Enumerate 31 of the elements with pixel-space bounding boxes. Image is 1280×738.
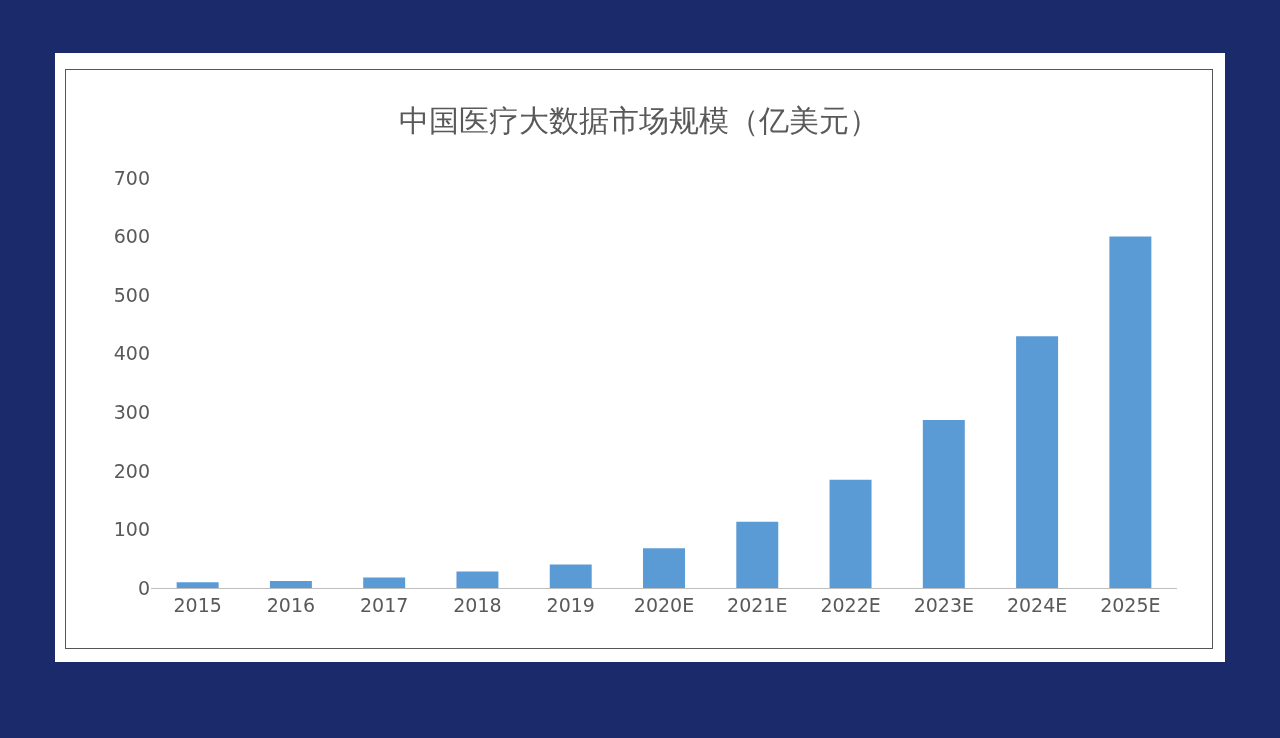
x-tick-label: 2020E bbox=[633, 593, 695, 616]
bar bbox=[1109, 236, 1152, 588]
y-tick-label: 300 bbox=[113, 400, 150, 423]
y-tick-label: 500 bbox=[113, 283, 150, 306]
x-tick-label: 2016 bbox=[266, 593, 316, 616]
x-tick-label: 2024E bbox=[1006, 593, 1068, 616]
x-tick-label: 2023E bbox=[913, 593, 974, 616]
x-tick-label: 2018 bbox=[453, 593, 502, 616]
bar bbox=[922, 419, 965, 588]
y-tick-label: 400 bbox=[113, 342, 150, 365]
bar bbox=[456, 571, 499, 588]
x-tick-label: 2017 bbox=[360, 593, 409, 616]
x-tick-label: 2015 bbox=[173, 593, 222, 616]
y-tick-label: 0 bbox=[137, 576, 150, 599]
bar bbox=[643, 548, 685, 588]
y-tick-label: 200 bbox=[113, 459, 150, 482]
bar bbox=[176, 582, 219, 588]
bar bbox=[736, 521, 779, 588]
bar bbox=[549, 564, 592, 588]
y-tick-label: 100 bbox=[113, 518, 150, 541]
chart-title: 中国医疗大数据市场规模（亿美元） bbox=[399, 103, 879, 139]
x-tick-label: 2025E bbox=[1100, 593, 1161, 616]
x-tick-label: 2022E bbox=[820, 593, 881, 616]
y-tick-label: 700 bbox=[113, 166, 150, 189]
bar bbox=[269, 580, 312, 588]
x-tick-label: 2021E bbox=[727, 593, 788, 616]
x-tick-label: 2019 bbox=[546, 593, 595, 616]
y-tick-label: 600 bbox=[113, 225, 150, 248]
bar bbox=[363, 577, 406, 588]
bar bbox=[1016, 336, 1059, 588]
bar bbox=[829, 479, 872, 588]
